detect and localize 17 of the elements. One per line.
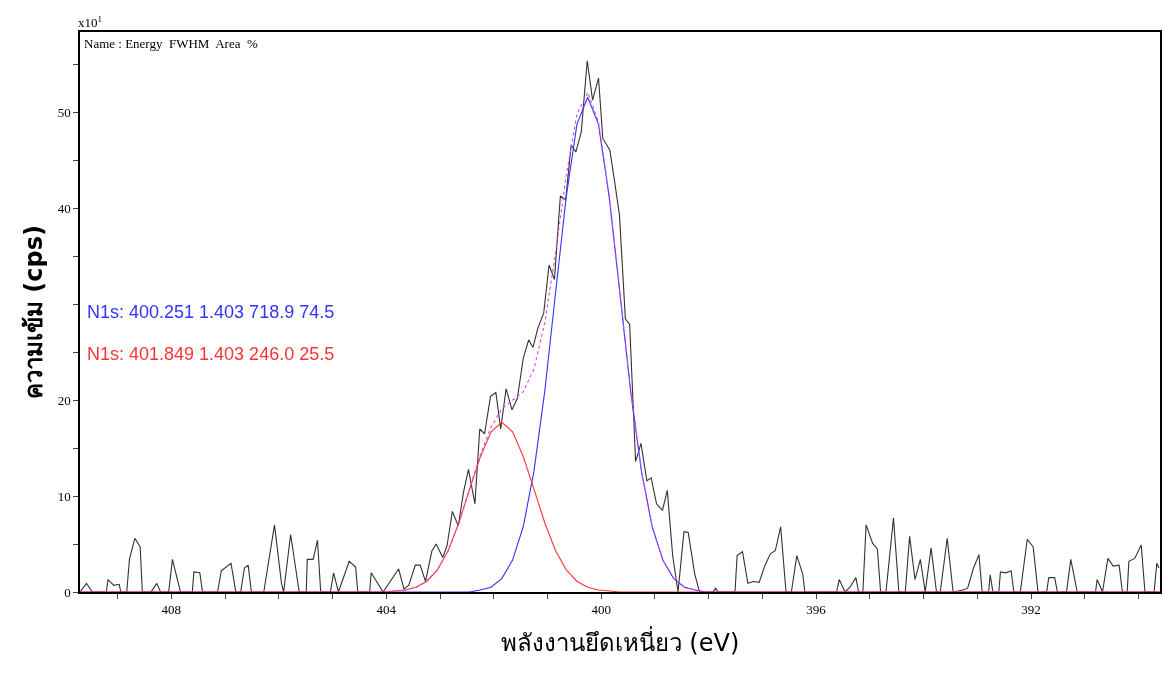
x-axis-title: พลังงานยึดเหนี่ยว (eV)	[500, 626, 740, 658]
y-tick-label: 10	[57, 488, 71, 504]
x-tick-label: 408	[161, 602, 182, 618]
text: N1s: 400.251 1.403 718.9 74.5	[87, 302, 335, 322]
x-tick-label: 404	[376, 602, 397, 618]
y-axis-title: ความเข้ม (cps)	[20, 225, 49, 399]
y-tick-label: 20	[57, 392, 71, 408]
y-tick-label: 40	[57, 200, 71, 216]
x-tick-label: 392	[1021, 602, 1041, 618]
x-tick-label: 396	[806, 602, 827, 618]
line-series	[80, 421, 1160, 592]
text: x10$^{1}$	[78, 14, 103, 31]
x-tick-label: 400	[591, 602, 611, 618]
annotation: Name : Energy FWHM Area %	[84, 36, 258, 51]
y-tick-label: 0	[64, 584, 71, 600]
text: N1s: 401.849 1.403 246.0 25.5	[87, 344, 335, 364]
y-tick-label: 50	[57, 105, 71, 121]
